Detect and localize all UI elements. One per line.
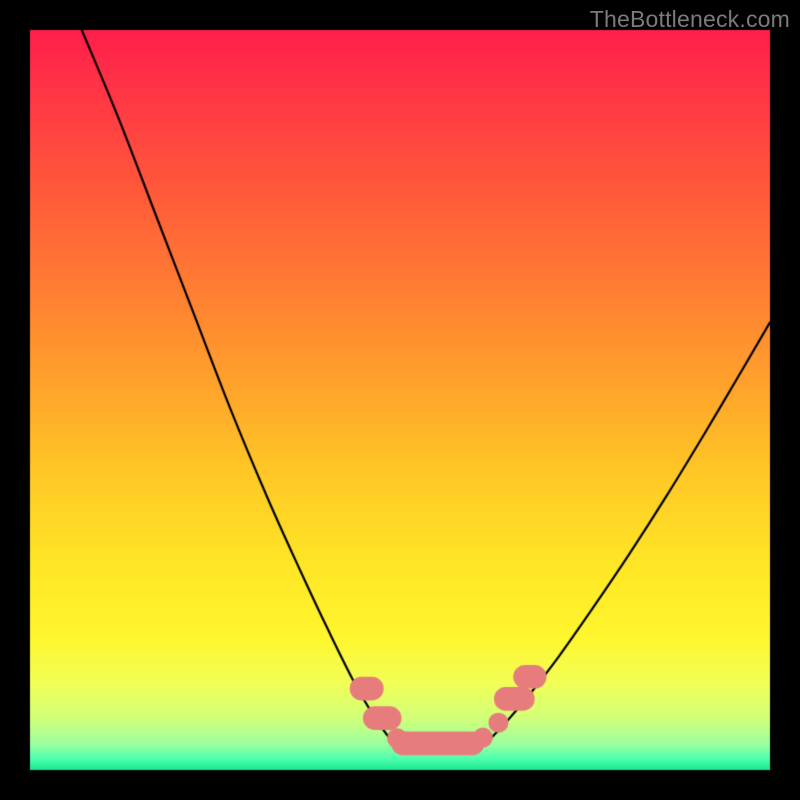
stage: TheBottleneck.com: [0, 0, 800, 800]
bottleneck-chart: [0, 0, 800, 800]
watermark-text: TheBottleneck.com: [590, 6, 790, 33]
